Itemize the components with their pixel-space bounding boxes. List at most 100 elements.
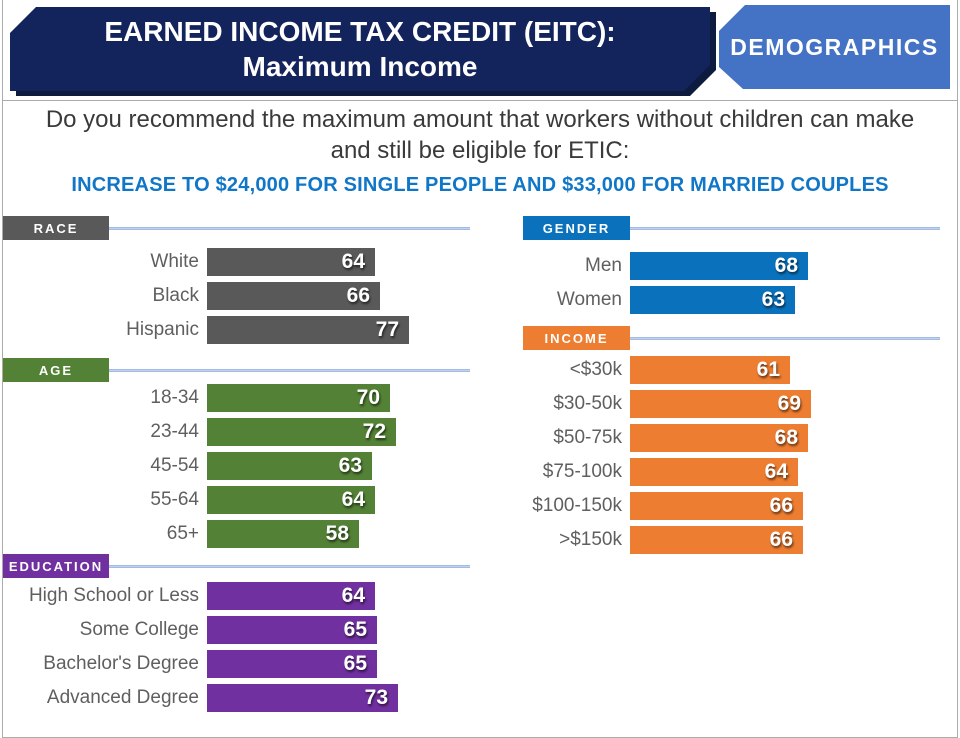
education-section-tab: EDUCATION bbox=[3, 554, 109, 578]
education-section-title: EDUCATION bbox=[8, 558, 104, 574]
bar-value: 66 bbox=[346, 284, 370, 307]
bar-value: 70 bbox=[356, 386, 380, 409]
bar-value: 64 bbox=[341, 584, 365, 607]
bar: 61 bbox=[630, 356, 790, 384]
age-section-header: AGE bbox=[3, 358, 470, 382]
age-bar-row: 18-34 70 bbox=[3, 384, 470, 412]
gender-bar-rows: Men 68 Women 63 bbox=[490, 252, 940, 314]
content-divider-line bbox=[2, 100, 957, 101]
bar: 63 bbox=[207, 452, 372, 480]
bar: 66 bbox=[207, 282, 380, 310]
education-bar-row: Advanced Degree 73 bbox=[3, 684, 470, 712]
bar-value: 72 bbox=[362, 420, 386, 443]
gender-bar-row: Men 68 bbox=[490, 252, 940, 280]
highlight-statement: INCREASE TO $24,000 FOR SINGLE PEOPLE AN… bbox=[71, 174, 889, 196]
income-bar-row: $75-100k 64 bbox=[490, 458, 940, 486]
bar-label: 18-34 bbox=[150, 387, 199, 408]
bar: 66 bbox=[630, 526, 803, 554]
bar-value: 61 bbox=[756, 358, 780, 381]
section-income: INCOME <$30k 61 $30-50k 69 $50-75k 68 $75-100k 6… bbox=[490, 326, 940, 554]
bar: 64 bbox=[207, 582, 375, 610]
income-section-header: INCOME bbox=[490, 326, 940, 350]
section-race: RACE White 64 Black 66 Hispanic 77 bbox=[3, 216, 470, 344]
income-bar-row: $30-50k 69 bbox=[490, 390, 940, 418]
age-bar-rows: 18-34 70 23-44 72 45-54 63 55-64 64 65+ 58 bbox=[3, 384, 470, 548]
section-divider-line bbox=[109, 368, 470, 372]
age-section-tab: AGE bbox=[3, 358, 109, 382]
section-age: AGE 18-34 70 23-44 72 45-54 63 55-64 64 65+ 58 bbox=[3, 358, 470, 548]
bar-label: Black bbox=[152, 285, 199, 306]
income-bar-row: <$30k 61 bbox=[490, 356, 940, 384]
section-divider-line bbox=[109, 226, 470, 230]
bar-label: Hispanic bbox=[126, 319, 199, 340]
race-section-header: RACE bbox=[3, 216, 470, 240]
bar: 77 bbox=[207, 316, 409, 344]
income-bar-row: >$150k 66 bbox=[490, 526, 940, 554]
bar: 64 bbox=[207, 248, 375, 276]
gender-bar-row: Women 63 bbox=[490, 286, 940, 314]
bar-value: 77 bbox=[375, 318, 399, 341]
bar: 66 bbox=[630, 492, 803, 520]
demographics-tag-label: DEMOGRAPHICS bbox=[730, 33, 939, 60]
age-bar-row: 23-44 72 bbox=[3, 418, 470, 446]
slide-title-line1: EARNED INCOME TAX CREDIT (EITC): bbox=[104, 16, 616, 47]
bar: 58 bbox=[207, 520, 359, 548]
bar-label: Men bbox=[585, 255, 622, 276]
bar-label: $30-50k bbox=[553, 393, 622, 414]
gender-section-title: GENDER bbox=[542, 220, 611, 236]
income-bar-rows: <$30k 61 $30-50k 69 $50-75k 68 $75-100k 64 $100-… bbox=[490, 356, 940, 554]
bar-value: 69 bbox=[777, 392, 801, 415]
bar-value: 65 bbox=[343, 652, 367, 675]
bar-value: 65 bbox=[343, 618, 367, 641]
education-bar-row: Some College 65 bbox=[3, 616, 470, 644]
bar-label: $50-75k bbox=[553, 427, 622, 448]
bar-label: 23-44 bbox=[150, 421, 199, 442]
bar: 68 bbox=[630, 252, 808, 280]
left-chart-column: RACE White 64 Black 66 Hispanic 77 AGE 18-34 70 2… bbox=[3, 216, 470, 718]
age-section-title: AGE bbox=[38, 362, 74, 378]
bar-label: $75-100k bbox=[542, 461, 622, 482]
slide-title-line2: Maximum Income bbox=[242, 51, 478, 82]
bar: 70 bbox=[207, 384, 390, 412]
age-bar-row: 65+ 58 bbox=[3, 520, 470, 548]
income-bar-row: $50-75k 68 bbox=[490, 424, 940, 452]
bar-value: 68 bbox=[774, 426, 798, 449]
section-education: EDUCATION High School or Less 64 Some Colle… bbox=[3, 554, 470, 712]
race-section-tab: RACE bbox=[3, 216, 109, 240]
bar: 73 bbox=[207, 684, 398, 712]
bar-label: Advanced Degree bbox=[46, 687, 199, 708]
bar-value: 58 bbox=[325, 522, 349, 545]
bar: 69 bbox=[630, 390, 811, 418]
section-divider-line bbox=[630, 226, 940, 230]
bar-label: >$150k bbox=[559, 529, 622, 550]
bar-value: 68 bbox=[774, 254, 798, 277]
bar-value: 64 bbox=[764, 460, 788, 483]
bar-value: 63 bbox=[761, 288, 785, 311]
bar-label: High School or Less bbox=[28, 585, 199, 606]
education-bar-rows: High School or Less 64 Some College 65 Bache… bbox=[3, 582, 470, 712]
bar-label: $100-150k bbox=[532, 495, 622, 516]
question-text: Do you recommend the maximum amount that… bbox=[45, 106, 915, 164]
bar: 72 bbox=[207, 418, 396, 446]
bar-label: Bachelor's Degree bbox=[43, 653, 199, 674]
bar: 65 bbox=[207, 616, 377, 644]
bar-label: Some College bbox=[79, 619, 199, 640]
age-bar-row: 55-64 64 bbox=[3, 486, 470, 514]
bar-label: Women bbox=[556, 289, 622, 310]
gender-section-header: GENDER bbox=[490, 216, 940, 240]
income-section-title: INCOME bbox=[544, 330, 609, 346]
bar-value: 73 bbox=[364, 686, 388, 709]
section-divider-line bbox=[109, 564, 470, 568]
bar-label: 65+ bbox=[166, 523, 199, 544]
race-bar-row: Black 66 bbox=[3, 282, 470, 310]
bar-label: 45-54 bbox=[150, 455, 199, 476]
education-section-header: EDUCATION bbox=[3, 554, 470, 578]
gender-section-tab: GENDER bbox=[523, 216, 630, 240]
race-section-title: RACE bbox=[33, 220, 79, 236]
income-bar-row: $100-150k 66 bbox=[490, 492, 940, 520]
education-bar-row: High School or Less 64 bbox=[3, 582, 470, 610]
bar: 63 bbox=[630, 286, 795, 314]
race-bar-row: White 64 bbox=[3, 248, 470, 276]
race-bar-row: Hispanic 77 bbox=[3, 316, 470, 344]
bar-value: 63 bbox=[338, 454, 362, 477]
